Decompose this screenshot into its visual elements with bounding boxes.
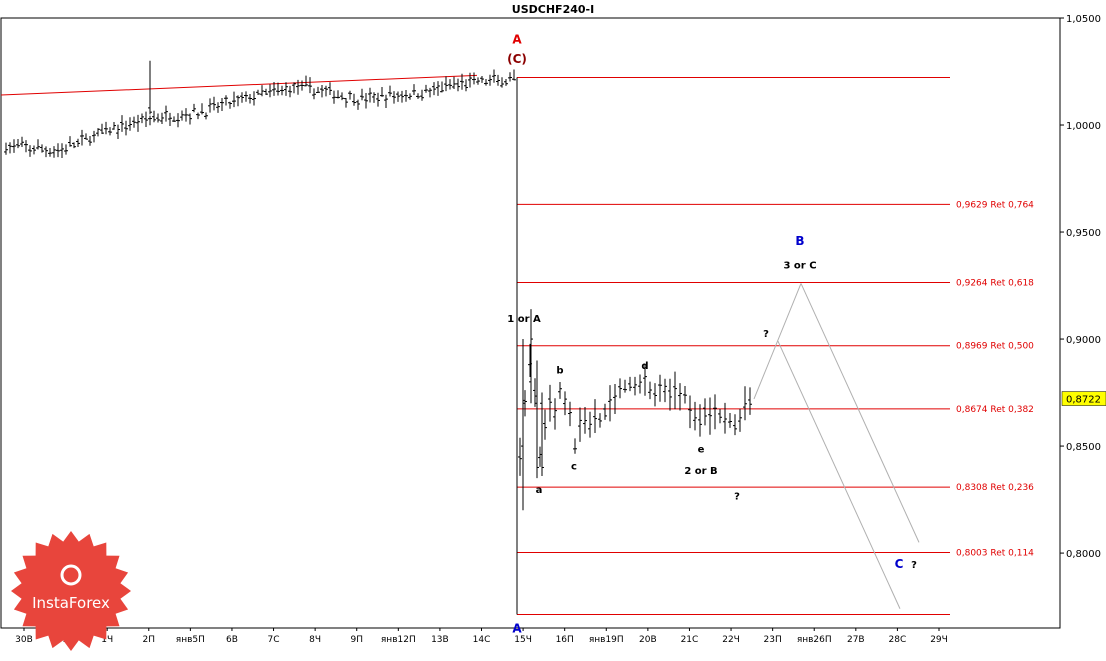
x-tick-label: 8Ч [309, 635, 321, 645]
wave-label: 3 or C [783, 260, 816, 271]
logo-label: InstaForex [32, 594, 110, 612]
logo-star-burst [11, 531, 131, 651]
logo-badge-icon [11, 531, 131, 651]
wave-label: a [536, 485, 543, 496]
x-tick-label: 30В [15, 635, 33, 645]
x-tick-label: янв26П [797, 635, 832, 645]
wave-label: 2 or B [684, 466, 717, 477]
fib-level-label: 0,8003 Ret 0,114 [956, 548, 1034, 558]
x-tick-label: 9П [350, 635, 363, 645]
x-tick-label: 15Ч [514, 635, 532, 645]
x-tick-label: 20В [639, 635, 657, 645]
y-tick-label: 0,9500 [1066, 228, 1101, 239]
y-tick-label: 0,8000 [1066, 549, 1101, 560]
y-tick-label: 1,0500 [1066, 14, 1101, 25]
wave-label: 1 or A [507, 314, 541, 325]
wave-label: b [556, 365, 563, 376]
logo-emblem-icon [60, 564, 82, 586]
current-price-tag [1061, 391, 1106, 406]
x-tick-label: янв19П [589, 635, 624, 645]
y-tick-label: 0,9000 [1066, 335, 1101, 346]
plot-frame [0, 17, 1061, 629]
x-tick-label: 6В [226, 635, 238, 645]
x-tick-label: янв5П [176, 635, 205, 645]
wave-label: B [795, 234, 804, 248]
y-tick-label: 1,0000 [1066, 121, 1101, 132]
wave-label: ? [763, 329, 769, 340]
x-tick-label: янв12П [381, 635, 416, 645]
projection-line [777, 340, 901, 609]
wave-label: e [698, 444, 705, 455]
fib-level-label: 0,9629 Ret 0,764 [956, 200, 1034, 210]
fib-level-label: 0,9264 Ret 0,618 [956, 279, 1034, 289]
x-tick-label: 23П [764, 635, 782, 645]
x-tick-label: 27В [847, 635, 865, 645]
projection-line [800, 283, 920, 543]
x-tick-label: 13В [431, 635, 449, 645]
wave-label: ? [734, 492, 740, 503]
x-tick-label: 7С [268, 635, 280, 645]
wave-label: (C) [507, 52, 527, 66]
wave-label: A [512, 33, 522, 47]
y-tick-label: 0,8500 [1066, 442, 1101, 453]
x-tick-label: 16П [556, 635, 574, 645]
x-tick-label: 14С [473, 635, 491, 645]
wave-label: c [571, 462, 577, 473]
projection-line [753, 283, 802, 400]
wave-label: ? [911, 560, 917, 571]
x-tick-label: 28С [889, 635, 907, 645]
x-tick-label: 1Ч [101, 635, 113, 645]
fib-level-label: 0,8969 Ret 0,500 [956, 342, 1034, 352]
x-tick-label: 2П [143, 635, 156, 645]
fib-level-label: 0,8674 Ret 0,382 [956, 405, 1034, 415]
current-price-label: 0,8722 [1066, 395, 1101, 406]
wave-label: d [641, 361, 648, 372]
chart-title: USDCHF240-I [512, 3, 594, 16]
instaforex-logo: InstaForex [10, 530, 132, 652]
trendline [0, 74, 478, 96]
wave-label: C [895, 557, 904, 571]
x-tick-label: 22Ч [722, 635, 740, 645]
x-tick-label: 29Ч [930, 635, 948, 645]
wave-label: A [512, 621, 522, 635]
x-tick-label: 21С [681, 635, 699, 645]
fib-level-label: 0,8308 Ret 0,236 [956, 483, 1034, 493]
